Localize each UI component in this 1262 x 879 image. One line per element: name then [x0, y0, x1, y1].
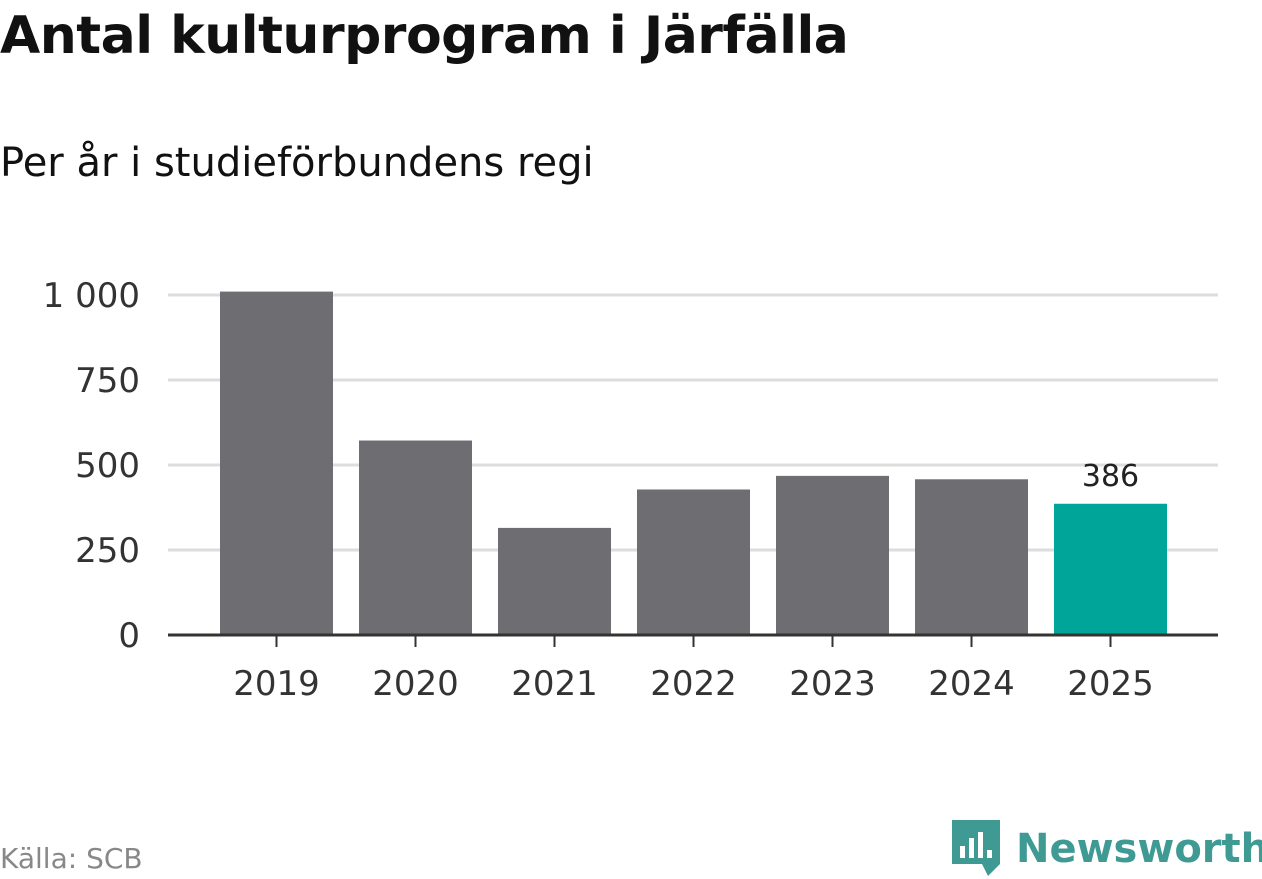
newsworthy-icon	[952, 820, 1000, 876]
brand-logo: Newsworthy	[952, 820, 1262, 878]
x-tick-label: 2019	[233, 664, 320, 704]
bar-2019	[220, 291, 333, 635]
x-tick-label: 2023	[789, 664, 876, 704]
y-tick-label: 0	[118, 616, 140, 656]
x-tick-label: 2024	[928, 664, 1015, 704]
y-tick-label: 500	[75, 446, 140, 486]
bar-2022	[637, 489, 750, 635]
y-tick-label: 250	[75, 531, 140, 571]
x-tick-label: 2022	[650, 664, 737, 704]
bar-2023	[776, 475, 889, 635]
y-tick-label: 1 000	[43, 276, 140, 316]
chart-subtitle: Per år i studieförbundens regi	[0, 140, 594, 186]
bar-2025	[1054, 503, 1167, 635]
chart-title: Antal kulturprogram i Järfälla	[0, 6, 849, 66]
x-tick-label: 2021	[511, 664, 598, 704]
x-tick-label: 2025	[1067, 664, 1154, 704]
bar-2021	[498, 527, 611, 635]
data-label: 386	[1082, 459, 1139, 494]
source-note: Källa: SCB	[0, 842, 143, 875]
y-tick-label: 750	[75, 361, 140, 401]
bar-2024	[915, 479, 1028, 635]
bar-2020	[359, 440, 472, 635]
x-tick-label: 2020	[372, 664, 459, 704]
brand-name: Newsworthy	[1016, 826, 1262, 872]
